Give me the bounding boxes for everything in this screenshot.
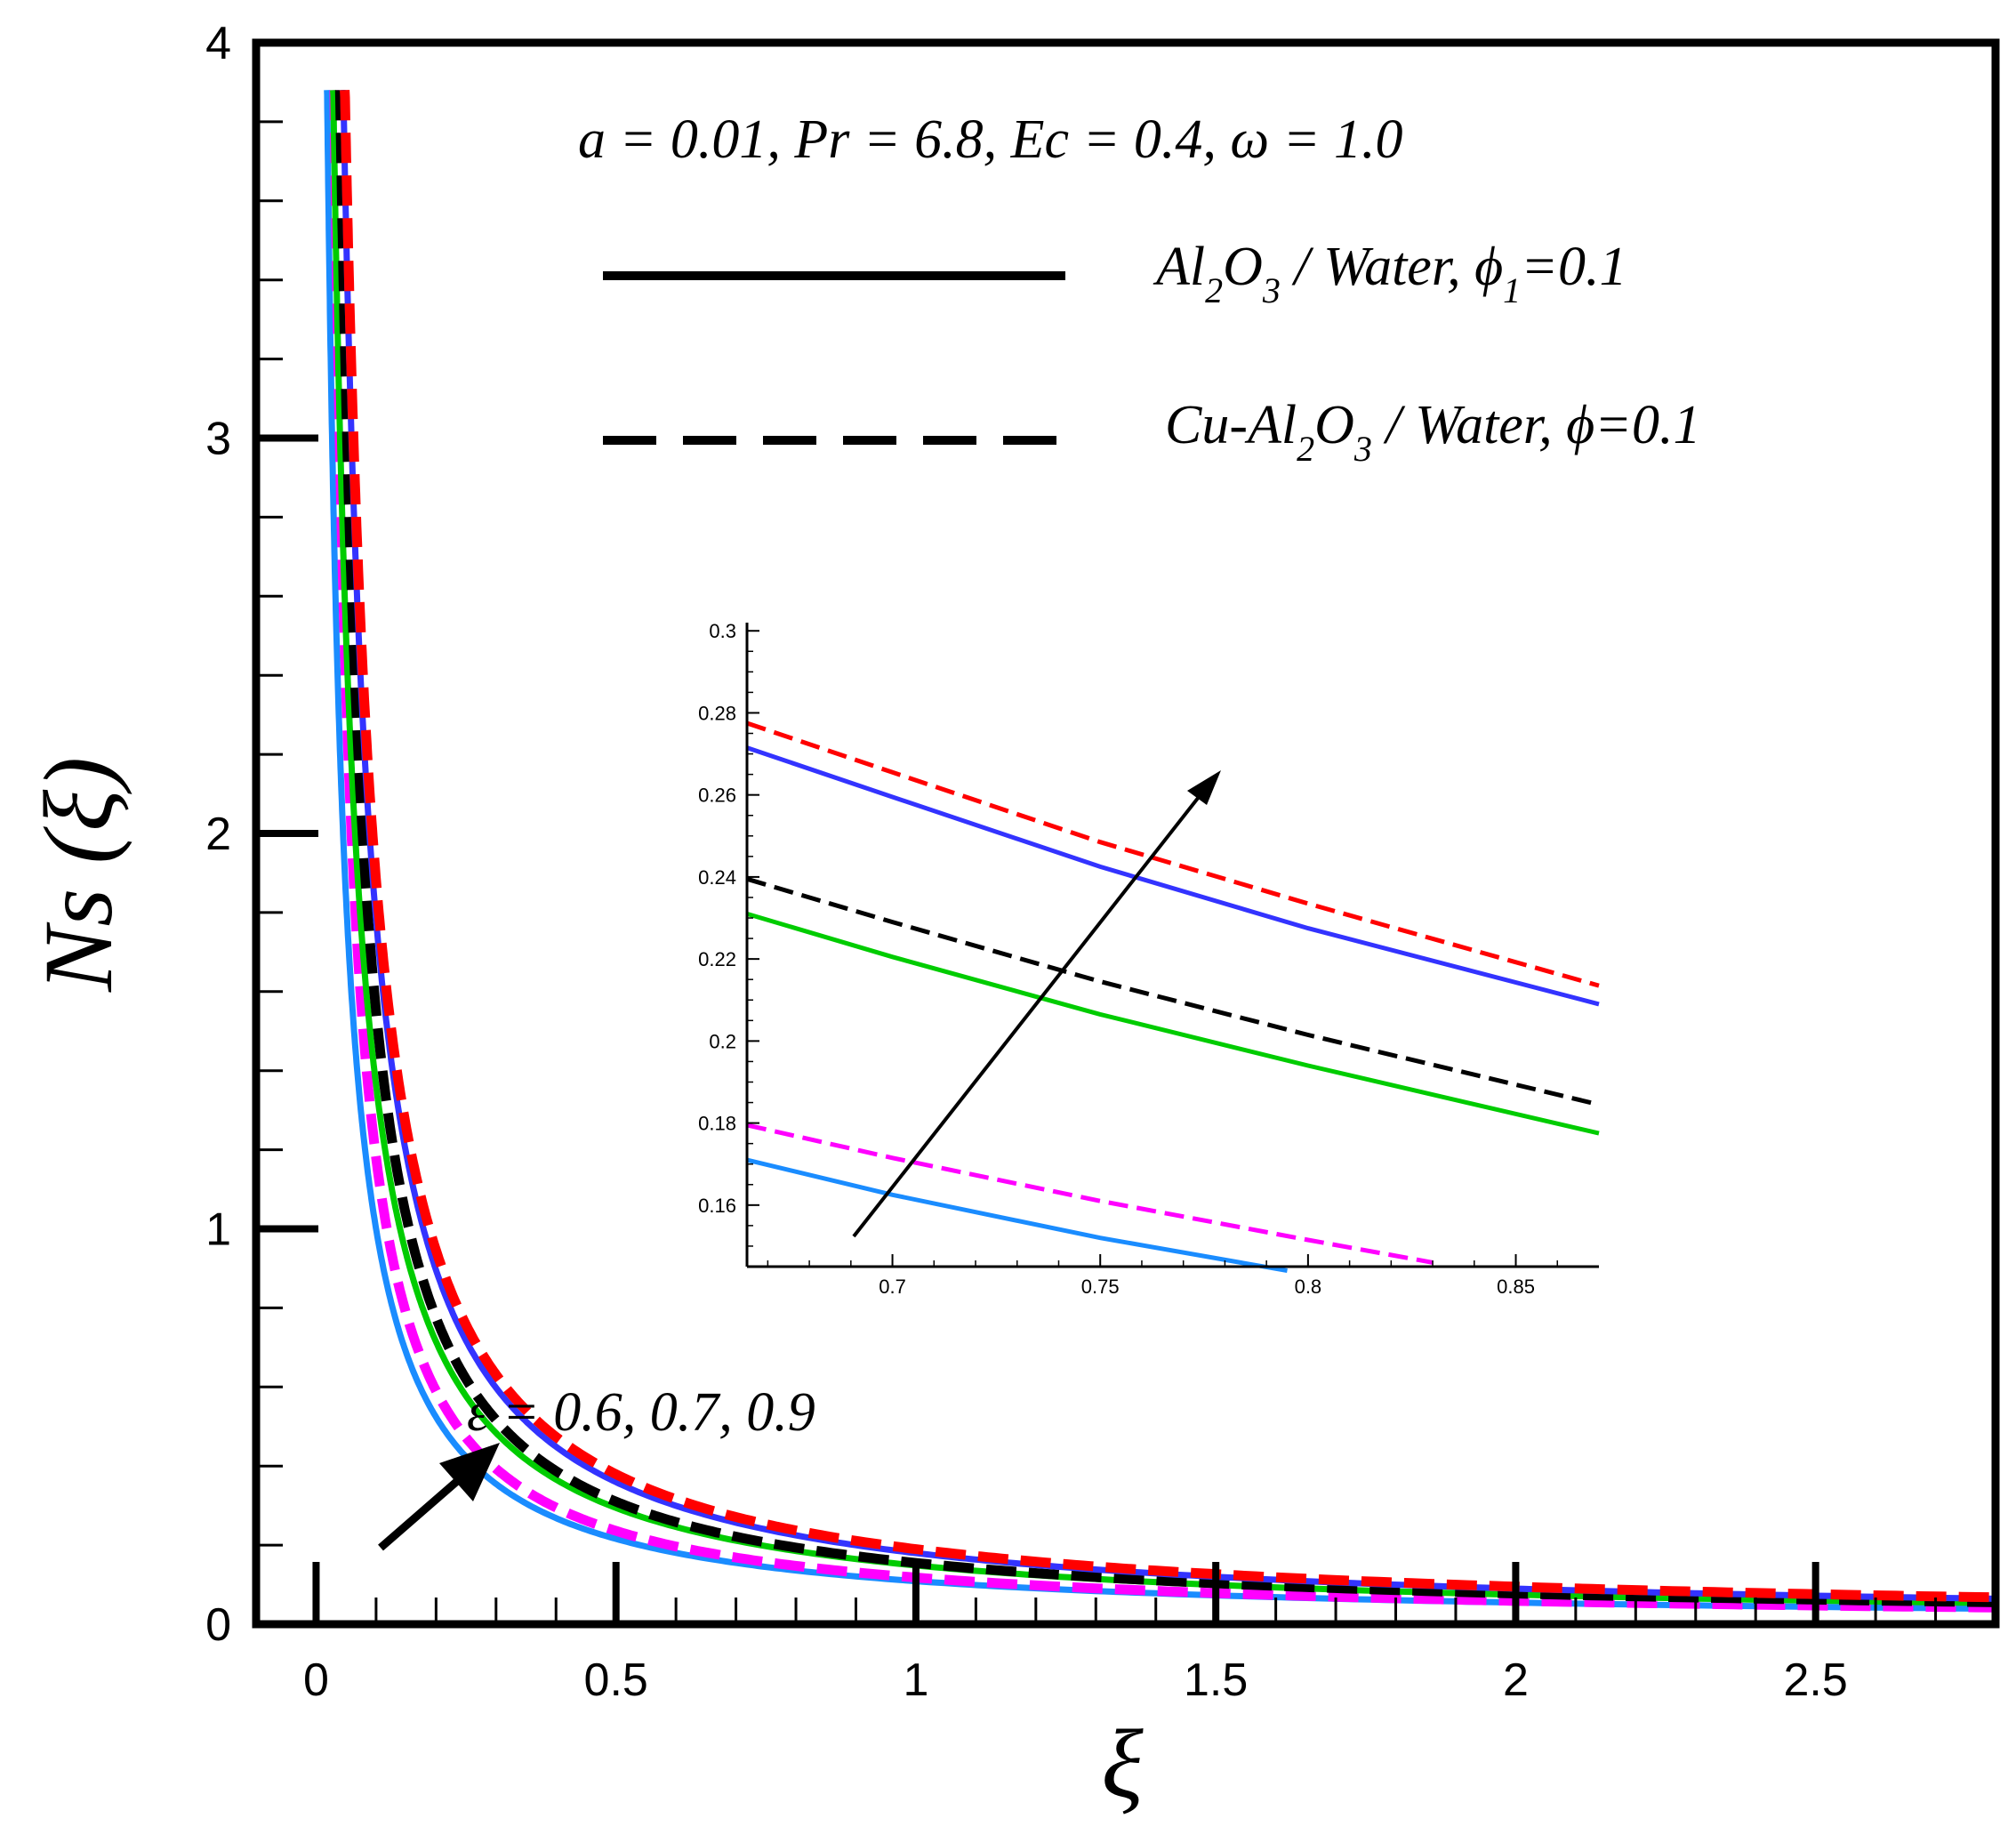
series-line: [334, 90, 1996, 1607]
legend-solid-mid: O: [1223, 237, 1263, 297]
y-tick-label: 0: [205, 1599, 231, 1651]
inset-y-tick-label: 0.22: [698, 948, 736, 970]
inset-y-tick-label: 0.24: [698, 866, 736, 889]
legend-solid-tail: =0.1: [1521, 237, 1626, 297]
inset-series-line: [746, 876, 1600, 1107]
legend-solid-sub2: 3: [1262, 270, 1281, 310]
params-text: a = 0.01, Pr = 6.8, Ec = 0.4, ω = 1.0: [578, 109, 1403, 170]
inset-series-line: [746, 1157, 1288, 1274]
inset-y-tick-label: 0.3: [709, 620, 736, 642]
legend-solid-label: Al2O3 / Water, ϕ1=0.1: [1153, 237, 1627, 310]
inset-y-tick-label: 0.28: [698, 702, 736, 724]
legend-dashed-sub1: 2: [1297, 429, 1314, 469]
legend-dashed-mid: O: [1314, 395, 1354, 455]
inset-plot: 0.7 0.75 0.8 0.85 0.16 0.18 0.2 0.22 0.24 0.26 0.2…: [698, 620, 1600, 1298]
y-tick-label: 4: [205, 18, 231, 69]
inset-arrow-shaft: [852, 795, 1201, 1238]
y-tick-label: 1: [205, 1204, 231, 1256]
inset-x-tick-label: 0.85: [1497, 1276, 1535, 1298]
legend-dashed-sub2: 3: [1353, 429, 1372, 469]
inset-x-tick-label: 0.75: [1081, 1276, 1120, 1298]
y-axis-label: Ns (ξ): [24, 757, 133, 993]
legend-solid-sub1: 2: [1205, 270, 1223, 310]
series-line: [340, 90, 1996, 1603]
inset-x-tick-label: 0.7: [879, 1276, 906, 1298]
x-axis-label: ξ: [1101, 1710, 1144, 1818]
legend-solid-pre: Al: [1153, 237, 1205, 297]
inset-background: [747, 623, 1599, 1267]
main-plot-curves: [324, 90, 1996, 1613]
x-tick-label: 0.5: [584, 1654, 648, 1706]
legend-dashed-label: Cu-Al2O3 / Water, ϕ=0.1: [1165, 395, 1701, 469]
legend-solid-sub3: 1: [1503, 270, 1521, 310]
inset-y-tick-label: 0.16: [698, 1195, 736, 1217]
inset-x-tick-label: 0.8: [1295, 1276, 1322, 1298]
inset-series-line: [746, 1123, 1434, 1265]
inset-y-tick-label: 0.26: [698, 785, 736, 807]
y-tick-label: 2: [205, 809, 231, 860]
epsilon-arrow-head: [439, 1443, 500, 1501]
legend-dashed-pre: Cu-Al: [1165, 395, 1297, 455]
epsilon-annotation: ε = 0.6, 0.7, 0.9: [467, 1382, 815, 1443]
main-plot-frame: [252, 38, 2000, 1629]
inset-y-tick-label: 0.2: [709, 1030, 736, 1052]
inset-series-line: [746, 912, 1600, 1136]
x-tick-label: 0: [303, 1654, 329, 1706]
x-tick-label: 1.5: [1184, 1654, 1248, 1706]
x-tick-label: 1: [903, 1654, 928, 1706]
inset-arrow-head: [1187, 770, 1221, 805]
inset-series-line: [746, 745, 1600, 1007]
epsilon-arrow-shaft: [378, 1473, 465, 1551]
inset-y-tick-label: 0.18: [698, 1113, 736, 1135]
x-tick-label: 2: [1503, 1654, 1529, 1706]
legend-dashed-post: / Water, ϕ=0.1: [1372, 395, 1701, 455]
inset-series-line: [746, 720, 1600, 988]
inset-curves: [746, 720, 1600, 1274]
y-tick-label: 3: [205, 414, 231, 465]
legend-solid-post: / Water, ϕ: [1281, 237, 1503, 297]
x-tick-label: 2.5: [1784, 1654, 1848, 1706]
